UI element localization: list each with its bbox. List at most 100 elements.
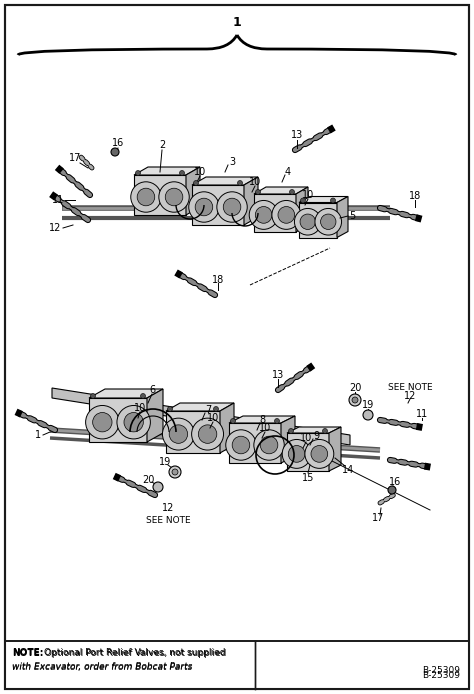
Bar [5,641,469,689]
Circle shape [165,188,183,206]
Polygon shape [186,167,200,215]
Text: 11: 11 [52,195,64,205]
Polygon shape [299,196,348,203]
Circle shape [169,425,188,443]
Text: Optional Port Relief Valves, not supplied: Optional Port Relief Valves, not supplie… [42,649,227,658]
Text: NOTE:: NOTE: [12,649,44,658]
Text: 10: 10 [194,167,206,177]
Polygon shape [89,389,163,398]
Polygon shape [89,398,147,442]
Circle shape [217,192,247,222]
Text: 1: 1 [35,430,41,440]
Circle shape [322,428,328,434]
Circle shape [111,148,119,156]
Text: 10: 10 [302,190,314,200]
Circle shape [189,192,219,222]
Text: 12: 12 [162,503,174,513]
Text: 8: 8 [259,415,265,425]
Circle shape [136,171,140,176]
Polygon shape [134,175,186,215]
Polygon shape [192,185,244,225]
Text: Optional Port Relief Valves, not supplied: Optional Port Relief Valves, not supplie… [44,648,226,657]
Circle shape [237,180,243,185]
Circle shape [315,208,342,235]
Circle shape [278,207,295,223]
Circle shape [272,201,301,229]
Circle shape [320,214,336,230]
Circle shape [288,446,305,462]
Circle shape [300,214,315,230]
Text: SEE NOTE: SEE NOTE [146,516,191,525]
Circle shape [232,437,250,454]
Circle shape [388,486,396,494]
Circle shape [274,418,280,423]
Text: 18: 18 [212,275,224,285]
Circle shape [131,182,161,212]
Polygon shape [329,427,341,471]
Circle shape [254,430,284,460]
Bar [5,641,469,689]
Polygon shape [254,187,308,194]
Text: B-25309: B-25309 [422,671,460,680]
Circle shape [137,188,155,206]
Polygon shape [134,167,200,175]
Circle shape [349,394,361,406]
Text: 12: 12 [49,223,61,233]
Text: NOTE:: NOTE: [12,648,44,657]
Text: 10: 10 [134,403,146,413]
Polygon shape [299,203,337,237]
Circle shape [311,446,328,462]
Circle shape [282,439,311,468]
Polygon shape [52,388,350,445]
Circle shape [255,189,261,194]
Circle shape [167,407,173,412]
Polygon shape [147,389,163,442]
Text: 10: 10 [300,433,312,443]
Circle shape [159,182,189,212]
Circle shape [223,198,241,216]
Circle shape [195,198,213,216]
Text: B-25309: B-25309 [422,666,460,675]
Polygon shape [287,427,341,433]
Text: 19: 19 [362,400,374,410]
Circle shape [230,418,236,423]
Circle shape [153,482,163,492]
Circle shape [301,198,306,203]
Polygon shape [244,177,258,225]
Text: 20: 20 [142,475,154,485]
Text: 11: 11 [416,409,428,419]
Circle shape [290,189,294,194]
Circle shape [163,418,194,450]
Circle shape [352,397,358,403]
Text: 2: 2 [159,140,165,150]
Polygon shape [229,416,295,423]
Text: 10: 10 [249,177,261,187]
Text: 10: 10 [259,423,271,433]
Circle shape [294,208,321,235]
Polygon shape [220,403,234,453]
Text: 10: 10 [207,413,219,423]
Polygon shape [296,187,308,232]
Circle shape [86,405,119,439]
Polygon shape [287,433,329,471]
Text: 20: 20 [349,383,361,393]
Circle shape [124,412,143,432]
Circle shape [172,469,178,475]
Circle shape [198,425,217,443]
Circle shape [330,198,336,203]
Polygon shape [254,194,296,232]
Polygon shape [337,196,348,237]
Circle shape [169,466,181,478]
Text: 19: 19 [159,457,171,467]
Text: 16: 16 [389,477,401,487]
Text: 17: 17 [372,513,384,523]
Circle shape [117,405,150,439]
Circle shape [140,393,146,398]
Circle shape [213,407,219,412]
Polygon shape [192,177,258,185]
Text: 3: 3 [229,157,235,167]
Text: 6: 6 [149,385,155,395]
Polygon shape [229,423,281,463]
Text: 16: 16 [112,138,124,148]
Text: 17: 17 [69,153,81,163]
